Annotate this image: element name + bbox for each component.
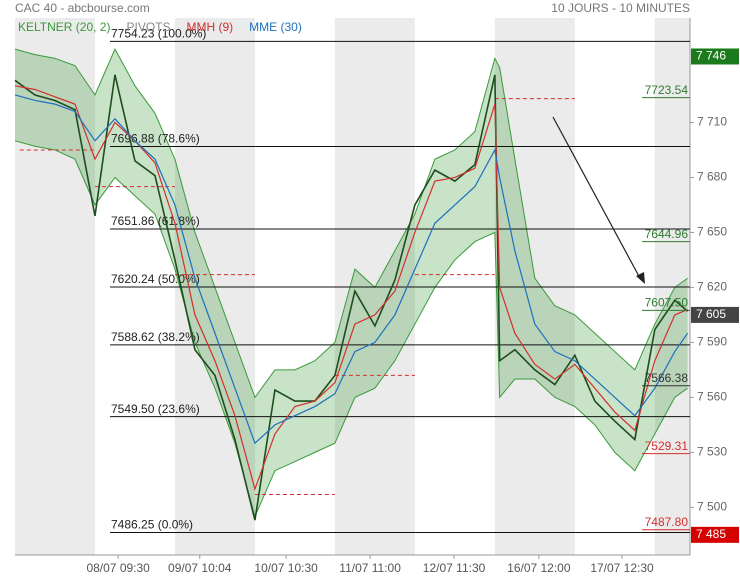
arrow-head (636, 272, 645, 284)
price-tag-label: 7 605 (696, 307, 726, 321)
price-tag-label: 7 485 (696, 527, 726, 541)
y-tick-label: 7 620 (697, 280, 727, 294)
keltner-lower (14, 140, 688, 519)
y-tick-label: 7 500 (697, 500, 727, 514)
series-line (14, 94, 689, 445)
chart-subtitle: 10 JOURS - 10 MINUTES (551, 1, 690, 15)
trend-arrow (552, 116, 642, 281)
y-tick-label: 7 590 (697, 335, 727, 349)
legend-entry: MME (30) (249, 20, 302, 34)
series-line (14, 74, 689, 521)
level-label: 7696.88 (78.6%) (111, 132, 200, 146)
x-tick-label: 11/07 11:00 (339, 561, 401, 575)
y-tick-label: 7 650 (697, 225, 727, 239)
x-tick-label: 08/07 09:30 (86, 561, 150, 575)
price-tag-label: 7 746 (696, 49, 726, 63)
price-tag (691, 526, 739, 543)
chart-title: CAC 40 - abcbourse.com (15, 1, 150, 15)
annotation-label: 7566.38 (645, 371, 689, 385)
day-band (15, 18, 95, 555)
annotation-label: 7723.54 (645, 83, 689, 97)
annotation-label: 7607.50 (645, 295, 689, 309)
level-label: 7620.24 (50.0%) (111, 272, 200, 286)
x-tick-label: 09/07 10:04 (168, 561, 232, 575)
legend-entry: KELTNER (20, 2) (18, 20, 110, 34)
level-label: 7486.25 (0.0%) (111, 518, 193, 532)
x-tick-label: 16/07 12:00 (507, 561, 571, 575)
legend-entry: PIVOTS (126, 20, 170, 34)
y-tick-label: 7 560 (697, 390, 727, 404)
y-tick-label: 7 680 (697, 170, 727, 184)
keltner-upper (14, 48, 688, 399)
y-tick-label: 7 710 (697, 115, 727, 129)
price-tag (691, 306, 739, 323)
x-tick-label: 17/07 12:30 (590, 561, 654, 575)
level-label: 7754.23 (100.0%) (111, 27, 206, 41)
annotation-label: 7487.80 (645, 515, 689, 529)
x-tick-label: 10/07 10:30 (254, 561, 318, 575)
level-label: 7651.86 (61.8%) (111, 214, 200, 228)
x-tick-label: 12/07 11:30 (423, 561, 486, 575)
annotation-label: 7644.96 (645, 227, 689, 241)
price-tag (691, 48, 739, 65)
legend-entry: MMH (9) (187, 20, 234, 34)
annotation-label: 7529.31 (645, 439, 689, 453)
y-tick-label: 7 530 (697, 445, 727, 459)
level-label: 7549.50 (23.6%) (111, 402, 200, 416)
level-label: 7588.62 (38.2%) (111, 330, 200, 344)
